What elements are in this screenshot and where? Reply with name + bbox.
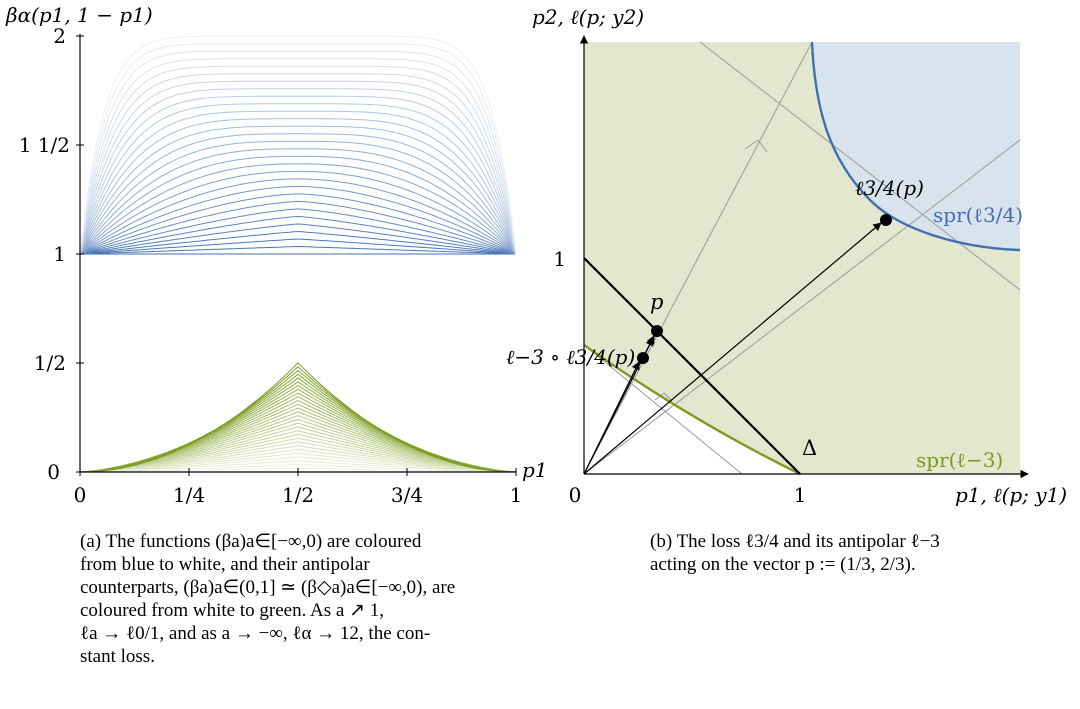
blue-region: [812, 42, 1020, 250]
panel-a-ytick-1: 1: [53, 242, 66, 266]
blue-curve: [79, 200, 517, 255]
green-curve: [79, 385, 517, 473]
panel-b-xtick-1: 1: [794, 483, 807, 507]
label-spr-green: spr(ℓ−3): [916, 448, 1003, 472]
green-curve: [79, 452, 517, 473]
green-curve: [79, 433, 517, 473]
point-composite: [637, 352, 649, 364]
blue-curve-l34: [810, 41, 1021, 252]
blue-curve: [79, 230, 517, 255]
green-curve: [79, 456, 517, 473]
blue-curve: [79, 110, 517, 255]
label-delta: Δ: [802, 436, 817, 460]
green-curve: [79, 445, 517, 473]
blue-curve: [79, 208, 517, 255]
blue-curve: [79, 245, 517, 255]
caption-a-tag: (a): [80, 531, 102, 552]
blue-curve: [79, 223, 517, 255]
blue-curve-family: [79, 35, 517, 255]
arrow-to-composite: [583, 361, 640, 475]
panel-a-xtick-3quarter: 3/4: [391, 483, 423, 507]
green-curve: [79, 441, 517, 473]
panel-a-xtick-quarter: 1/4: [173, 483, 205, 507]
point-p: [651, 325, 663, 337]
panel-b-ylabel: p2, ℓ(p; y2): [532, 5, 644, 29]
caption-a-line-4: ℓa → ℓ0/1, and as a → −∞, ℓα → 12, the c…: [80, 623, 431, 644]
blue-curve: [79, 118, 517, 255]
panel-b-ytick-1: 1: [553, 247, 566, 271]
label-p: p: [650, 290, 663, 314]
caption-a-line-2: counterparts, (βa)a∈(0,1] ≃ (β◇a)a∈[−∞,0…: [80, 577, 456, 598]
panel-b-xtick-0: 0: [569, 483, 582, 507]
caption-b-tag: (b): [650, 531, 673, 552]
caption-b-line-0: The loss ℓ3/4 and its antipolar ℓ−3: [676, 531, 940, 552]
panel-a-xtick-0: 0: [74, 483, 87, 507]
caption-a-line-1: from blue to white, and their antipolar: [80, 554, 370, 575]
point-l34: [880, 214, 892, 226]
blue-curve: [79, 58, 517, 255]
blue-curve: [79, 193, 517, 255]
green-curve: [79, 377, 517, 473]
blue-curve: [79, 65, 517, 255]
green-curve-family: [79, 362, 517, 473]
panel-a-ytick-half: 1/2: [34, 351, 66, 375]
green-curve: [79, 448, 517, 473]
panel-a-xtick-half: 1/2: [282, 483, 314, 507]
green-curve: [79, 437, 517, 473]
green-curve: [79, 430, 517, 473]
simplex-delta: [583, 257, 801, 475]
panel-b-chart: p2, ℓ(p; y2) p1, ℓ(p; y1) 0 1 1 p ℓ3/4(p…: [506, 5, 1067, 507]
caption-a-line-0: The functions (βa)a∈[−∞,0) are coloured: [105, 531, 422, 552]
arrow-to-l34: [583, 222, 882, 475]
caption-a: (a) The functions (βa)a∈[−∞,0) are colou…: [80, 530, 520, 668]
blue-curve: [79, 95, 517, 255]
blue-curve: [79, 88, 517, 255]
panel-a-ytick-2: 2: [53, 24, 66, 48]
green-curve: [79, 426, 517, 473]
panel-a-xtick-1: 1: [510, 483, 523, 507]
blue-curve: [79, 178, 517, 255]
blue-curve: [79, 163, 517, 255]
blue-curve: [79, 133, 517, 255]
panel-a-ylabel: βα(p1, 1 − p1): [5, 3, 153, 27]
panel-a-chart: βα(p1, 1 − p1) p1 0 1/2 1 1 1/2 2 0 1/4 …: [5, 3, 548, 507]
panel-a-ytick-0: 0: [47, 460, 60, 484]
green-curve: [80, 362, 516, 473]
caption-a-line-3: coloured from white to green. As a ↗ 1,: [80, 600, 385, 621]
blue-curve: [79, 35, 517, 255]
blue-curve: [79, 50, 517, 255]
blue-curve: [79, 80, 517, 255]
panel-a-ytick-1half: 1 1/2: [19, 133, 70, 157]
blue-curve: [79, 73, 517, 255]
blue-curve: [79, 170, 517, 255]
blue-curve: [79, 125, 517, 255]
blue-curve: [79, 215, 517, 255]
green-curve: [79, 463, 517, 473]
panel-b-xlabel: p1, ℓ(p; y1): [955, 483, 1067, 507]
panel-a-xlabel: p1: [522, 458, 548, 482]
white-region-under-curve: [584, 345, 800, 474]
blue-curve: [79, 103, 517, 255]
panel-a-x-ticks: [79, 468, 517, 476]
blue-curve: [79, 148, 517, 255]
blue-curve: [79, 185, 517, 255]
label-composite: ℓ−3 ∘ ℓ3/4(p): [506, 345, 635, 369]
blue-curve: [79, 155, 517, 255]
blue-curve: [79, 43, 517, 255]
green-curve: [79, 366, 517, 473]
panel-a-y-ticks: [76, 35, 84, 473]
blue-curve: [79, 238, 517, 255]
caption-a-line-5: stant loss.: [80, 646, 155, 667]
green-curve: [79, 369, 517, 473]
green-curve: [79, 418, 517, 473]
green-curve: [79, 460, 517, 473]
green-curve-lm3: [583, 344, 801, 476]
green-curve: [79, 422, 517, 473]
label-spr-blue: spr(ℓ3/4): [933, 203, 1023, 227]
label-l34: ℓ3/4(p): [855, 176, 924, 200]
caption-b-line-1: acting on the vector p := (1/3, 2/3).: [650, 554, 916, 575]
blue-curve: [79, 140, 517, 255]
caption-b: (b) The loss ℓ3/4 and its antipolar ℓ−3 …: [650, 530, 1070, 576]
